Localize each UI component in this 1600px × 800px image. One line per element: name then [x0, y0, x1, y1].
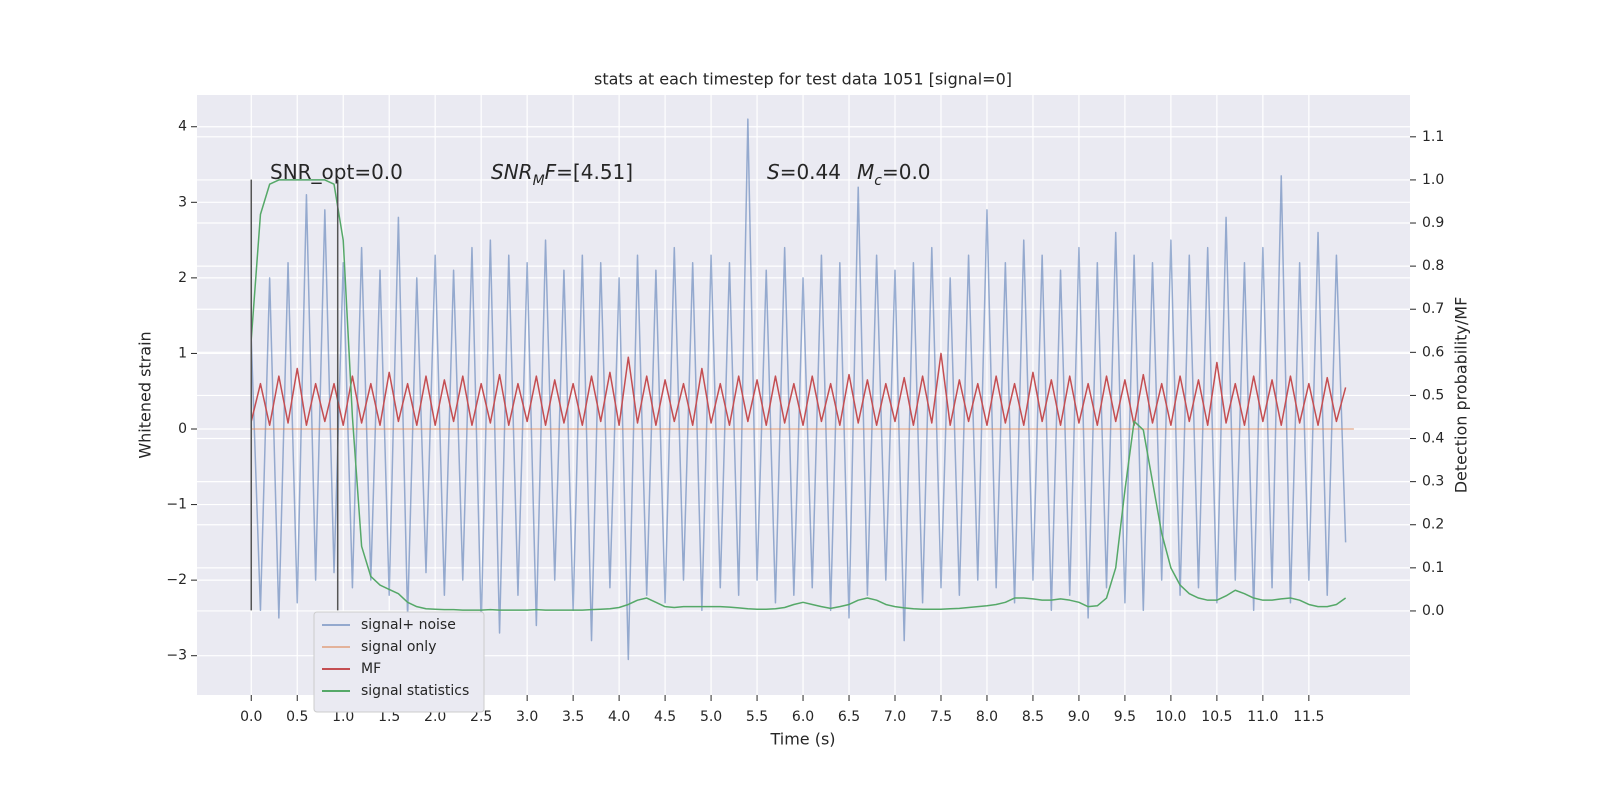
x-tick-label: 8.0 — [976, 709, 998, 725]
y-tick-label: 3 — [178, 194, 187, 210]
annotation-part: =0.0 — [882, 160, 931, 184]
annotation-part: M — [857, 160, 874, 184]
x-axis-label: Time (s) — [769, 730, 835, 749]
x-tick-label: 4.0 — [608, 709, 630, 725]
annotation: SNRMF=[4.51] — [491, 160, 633, 190]
x-tick-label: 5.0 — [700, 709, 722, 725]
x-tick-label: 7.5 — [930, 709, 952, 725]
chart-title: stats at each timestep for test data 105… — [594, 70, 1012, 89]
x-tick-label: 1.0 — [332, 709, 354, 725]
legend-label: signal statistics — [361, 683, 469, 699]
annotation-part: c — [874, 173, 882, 189]
annotation-part: F — [545, 160, 557, 184]
annotation-part: S — [767, 160, 780, 184]
y2-tick-label: 0.6 — [1422, 344, 1444, 360]
x-tick-label: 11.0 — [1247, 709, 1278, 725]
y-tick-label: 4 — [178, 119, 187, 135]
legend: signal+ noise signal only MF signal statist… — [313, 611, 485, 713]
x-tick-label: 0.5 — [286, 709, 308, 725]
x-tick-label: 8.5 — [1022, 709, 1044, 725]
annotation-part: =0.44 — [780, 160, 841, 184]
x-tick-label: 9.0 — [1068, 709, 1090, 725]
legend-label: MF — [361, 661, 381, 677]
x-tick-label: 3.0 — [516, 709, 538, 725]
annotation-part: SNR_opt=0.0 — [270, 160, 403, 184]
x-tick-label: 0.0 — [240, 709, 262, 725]
x-tick-label: 2.0 — [424, 709, 446, 725]
y2-tick-label: 0.8 — [1422, 258, 1444, 274]
y2-tick-label: 0.2 — [1422, 517, 1444, 533]
y-tick-label: 2 — [178, 270, 187, 286]
x-tick-label: 10.0 — [1155, 709, 1186, 725]
annotation: SNR_opt=0.0 — [270, 160, 403, 184]
y-tick-label: 1 — [178, 345, 187, 361]
y2-tick-label: 0.0 — [1422, 603, 1444, 619]
y2-tick-label: 1.1 — [1422, 129, 1444, 145]
y2-tick-label: 0.7 — [1422, 301, 1444, 317]
y2-tick-label: 1.0 — [1422, 172, 1444, 188]
x-tick-label: 4.5 — [654, 709, 676, 725]
x-tick-label: 9.5 — [1114, 709, 1136, 725]
series-line — [250, 118, 1347, 661]
annotation-part: M — [533, 173, 545, 189]
x-tick-label: 3.5 — [562, 709, 584, 725]
x-tick-label: 5.5 — [746, 709, 768, 725]
legend-label: signal+ noise — [361, 617, 456, 633]
x-tick-label: 1.5 — [378, 709, 400, 725]
y-tick-label: −2 — [166, 572, 187, 588]
y-tick-label: −1 — [166, 497, 187, 513]
x-tick-label: 6.5 — [838, 709, 860, 725]
series-line — [250, 179, 1347, 611]
x-tick-label: 10.5 — [1201, 709, 1232, 725]
legend-box — [313, 611, 485, 713]
y2-tick-label: 0.3 — [1422, 474, 1444, 490]
y2-axis-label: Detection probability/MF — [1452, 297, 1471, 494]
y-axis-label: Whitened strain — [136, 331, 155, 458]
x-tick-label: 7.0 — [884, 709, 906, 725]
annotation: S=0.44 Mc=0.0 — [767, 160, 931, 190]
y-tick-label: −3 — [166, 648, 187, 664]
annotation-part: SNR — [491, 160, 533, 184]
y2-tick-label: 0.9 — [1422, 215, 1444, 231]
legend-label: signal only — [361, 639, 436, 655]
y-tick-label: 0 — [178, 421, 187, 437]
x-tick-label: 2.5 — [470, 709, 492, 725]
x-tick-label: 6.0 — [792, 709, 814, 725]
y2-tick-label: 0.5 — [1422, 387, 1444, 403]
y2-tick-label: 0.4 — [1422, 431, 1444, 447]
y2-tick-label: 0.1 — [1422, 560, 1444, 576]
series-line — [250, 352, 1347, 426]
annotation-part: =[4.51] — [556, 160, 633, 184]
x-tick-label: 11.5 — [1293, 709, 1324, 725]
